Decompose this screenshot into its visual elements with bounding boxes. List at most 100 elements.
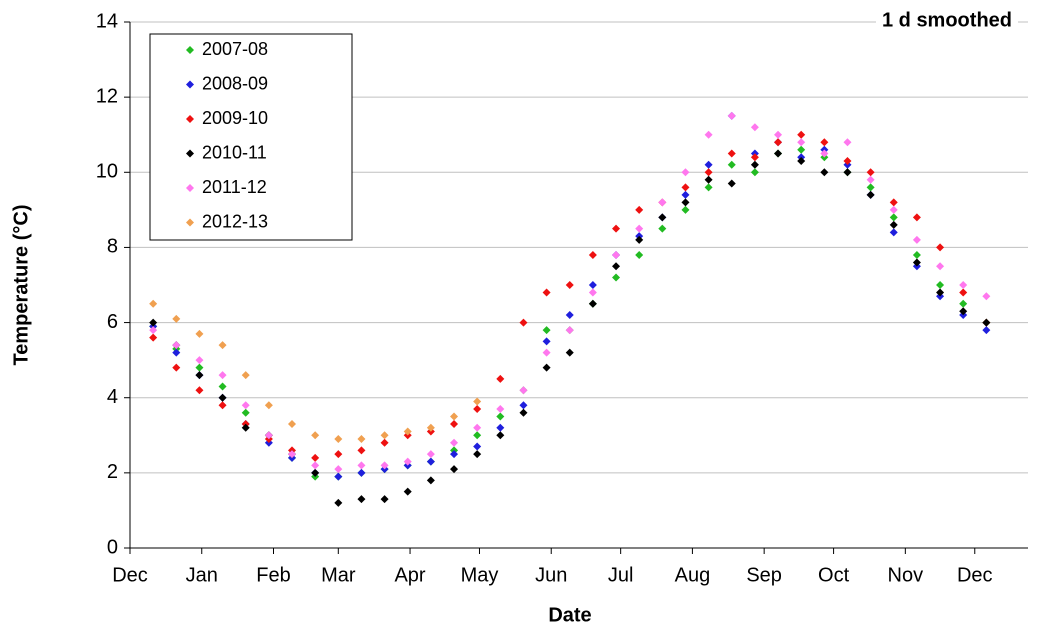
point [866, 183, 875, 192]
point [704, 130, 713, 139]
point [820, 138, 829, 147]
point [149, 299, 158, 308]
y-tick-label: 0 [107, 536, 118, 558]
point [241, 371, 250, 380]
point [843, 168, 852, 177]
point [750, 153, 759, 162]
point [288, 450, 297, 459]
point [936, 243, 945, 252]
point [426, 476, 435, 485]
point [473, 404, 482, 413]
point [241, 408, 250, 417]
point [704, 175, 713, 184]
point [889, 228, 898, 237]
point [588, 299, 597, 308]
point [403, 487, 412, 496]
point [750, 168, 759, 177]
point [727, 149, 736, 158]
x-tick-label: Aug [675, 564, 711, 586]
point [612, 250, 621, 259]
point [380, 438, 389, 447]
point [542, 337, 551, 346]
point [311, 453, 320, 462]
point [172, 363, 181, 372]
point [959, 299, 968, 308]
point [519, 386, 528, 395]
point [727, 111, 736, 120]
legend-marker [186, 80, 194, 89]
point [542, 363, 551, 372]
point [704, 183, 713, 192]
point [565, 326, 574, 335]
point [912, 235, 921, 244]
point [565, 281, 574, 289]
point [380, 461, 389, 470]
point [450, 438, 459, 447]
point [542, 326, 551, 335]
point [982, 326, 991, 335]
point [519, 318, 528, 327]
point [357, 468, 366, 477]
point [311, 461, 320, 470]
point [473, 442, 482, 451]
point [496, 374, 505, 383]
point [149, 318, 158, 327]
point [612, 262, 621, 271]
point [496, 404, 505, 413]
point [750, 160, 759, 169]
point [450, 420, 459, 429]
point [426, 423, 435, 432]
legend-marker [186, 184, 194, 192]
x-tick-label: Feb [256, 564, 290, 586]
point [681, 198, 690, 207]
point [565, 348, 574, 357]
point [658, 198, 667, 207]
point [241, 401, 250, 410]
point [797, 130, 806, 139]
y-tick-label: 14 [96, 10, 118, 32]
point [172, 348, 181, 357]
point [380, 495, 389, 504]
legend-marker [186, 46, 194, 54]
legend-label: 2011-12 [202, 177, 267, 197]
point [334, 435, 343, 444]
point [588, 288, 597, 297]
point [704, 160, 713, 169]
point [473, 423, 482, 432]
x-axis-label: Date [548, 604, 591, 626]
point [681, 168, 690, 177]
point [843, 157, 852, 166]
point [473, 397, 482, 406]
point [889, 213, 898, 222]
point [311, 431, 320, 440]
point [519, 401, 528, 410]
point [866, 168, 875, 177]
point [565, 311, 574, 320]
y-tick-label: 4 [107, 386, 118, 408]
point [218, 393, 227, 402]
point [195, 356, 204, 365]
point [450, 465, 459, 474]
point [149, 326, 158, 335]
x-tick-label: Oct [818, 564, 850, 586]
point [334, 498, 343, 507]
legend-marker [186, 149, 194, 158]
point [588, 281, 597, 289]
point [149, 333, 158, 342]
x-tick-label: Apr [394, 564, 425, 586]
point [959, 281, 968, 289]
point [959, 288, 968, 297]
point [241, 423, 250, 432]
point [982, 292, 991, 301]
point [727, 179, 736, 188]
x-tick-label: Dec [112, 564, 148, 586]
point [635, 224, 644, 233]
legend-label: 2007-08 [202, 39, 268, 59]
point [843, 138, 852, 147]
x-tick-label: Dec [957, 564, 993, 586]
point [866, 175, 875, 184]
point [774, 138, 783, 147]
legend-box [149, 33, 353, 241]
point [473, 450, 482, 459]
point [195, 363, 204, 372]
